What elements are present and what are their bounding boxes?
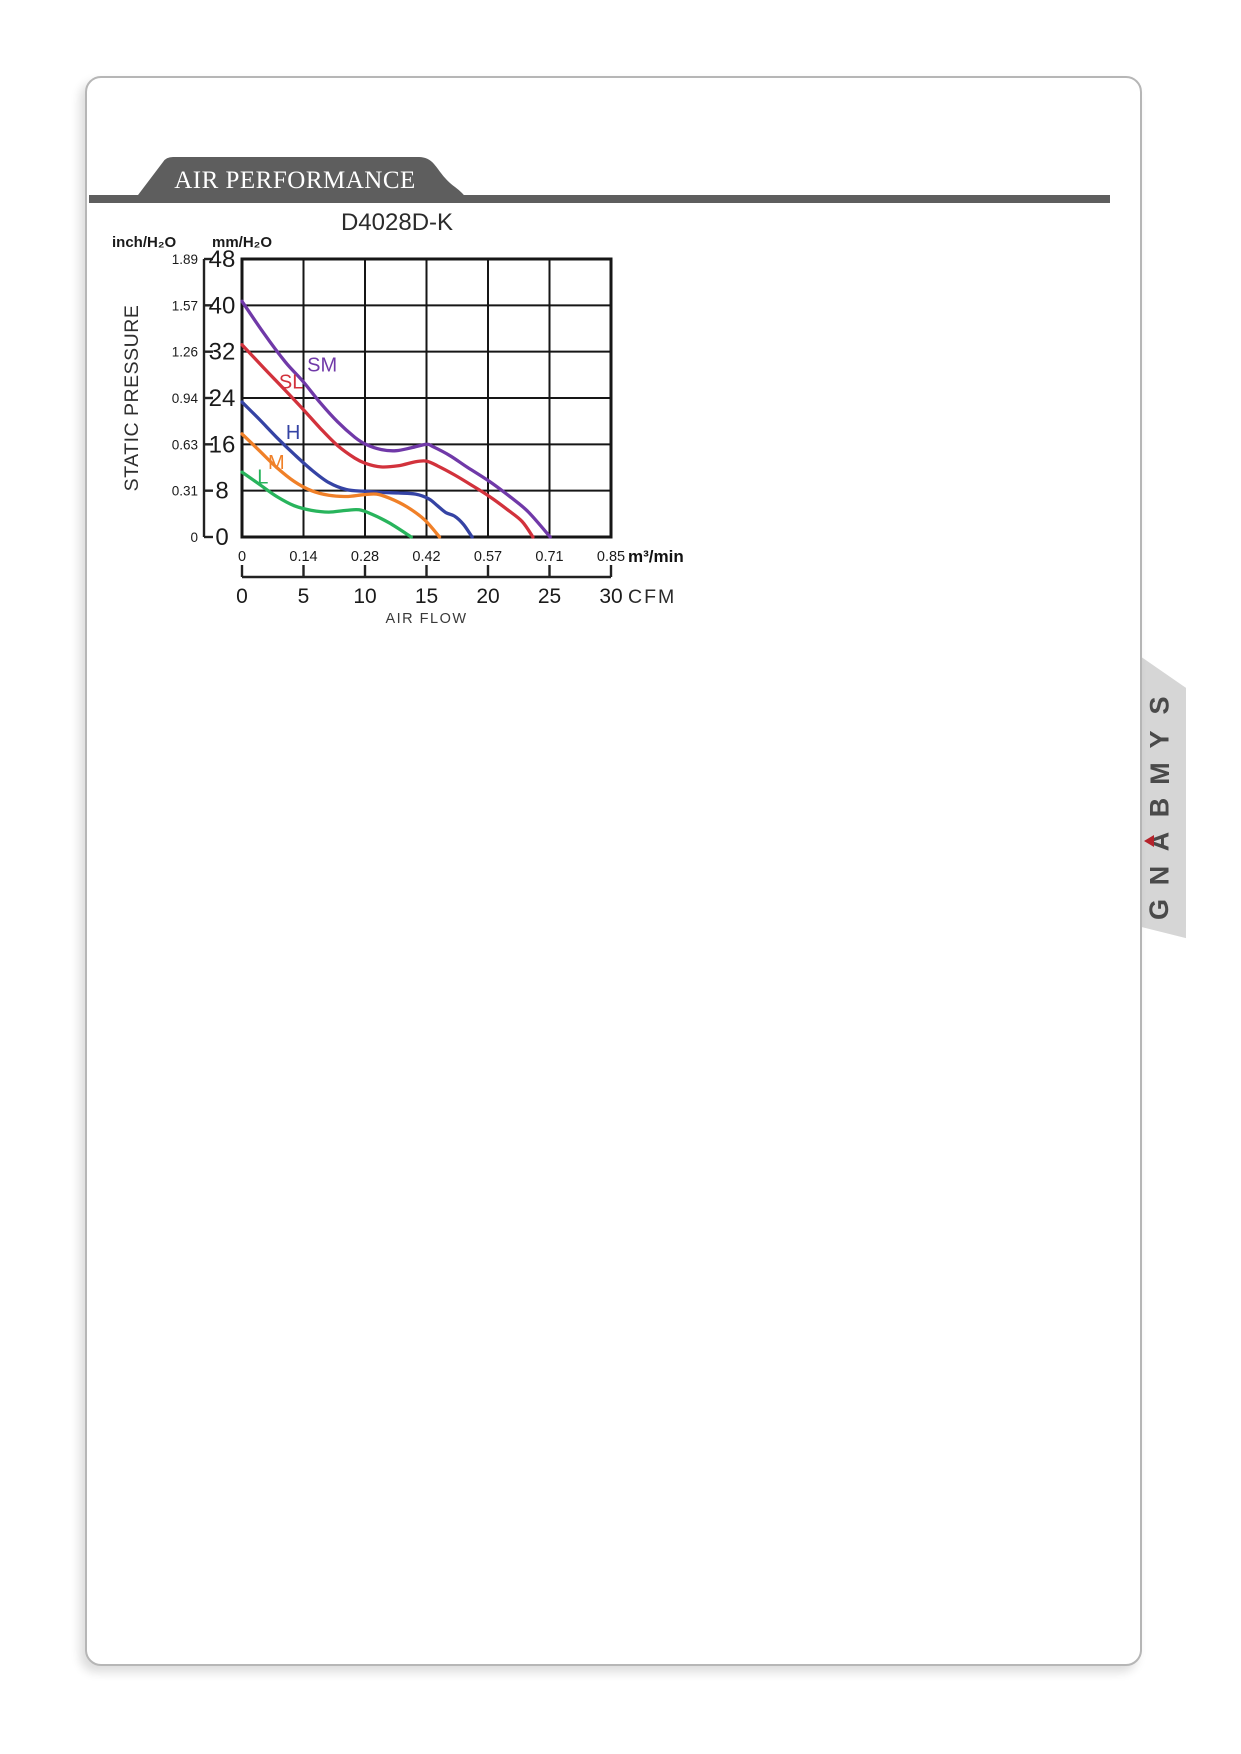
logo-accent-triangle-icon	[1144, 835, 1154, 847]
section-header-title: AIR PERFORMANCE	[174, 167, 416, 194]
x-tick-cfm: 10	[353, 585, 376, 608]
curve-label-SL: SL	[279, 372, 303, 394]
air-performance-chart: 1.89 1.57 1.26 0.94 0.63 0.31 0 48 40 32 24 16 8 0 inc…	[112, 209, 684, 627]
y-tick-inch: 1.89	[172, 252, 198, 267]
x-tick-cfm: 5	[298, 585, 310, 608]
y-tick-inch: 0.94	[172, 391, 199, 406]
x-tick-cfm: 25	[538, 585, 561, 608]
logo-letter-A: A	[1137, 824, 1186, 858]
x-axis-ruler	[240, 565, 613, 579]
y-tick-mm: 24	[209, 385, 236, 412]
logo-letter-glyph: S	[1144, 695, 1175, 715]
curve-SL	[240, 343, 535, 539]
header-tab-shape	[135, 157, 467, 199]
x-axis-title: AIR FLOW	[385, 611, 467, 627]
y-tick-mm: 16	[209, 431, 236, 458]
logo-letter-glyph: N	[1144, 865, 1175, 885]
y-axis-ruler	[202, 257, 213, 539]
logo-letter-glyph: B	[1144, 797, 1175, 817]
x-tick-cfm: 20	[476, 585, 499, 608]
curve-H	[240, 400, 474, 539]
y-tick-inch: 0.31	[172, 484, 198, 499]
x-tick-cfm: 15	[415, 585, 438, 608]
x-tick-m3min: 0	[238, 549, 246, 565]
y-tick-mm: 48	[209, 246, 236, 273]
x-axis-unit-cfm: CFM	[628, 586, 676, 608]
y-tick-mm: 8	[215, 478, 228, 505]
x-tick-m3min: 0.85	[597, 549, 625, 565]
curve-M	[240, 432, 442, 539]
curve-L	[240, 470, 413, 539]
curve-label-H: H	[286, 422, 300, 444]
logo-letter-glyph: M	[1144, 761, 1175, 785]
y-tick-inch: 1.26	[172, 345, 198, 360]
y-tick-inch: 1.57	[172, 298, 198, 313]
chart-grid	[242, 259, 611, 537]
y-tick-mm: 40	[209, 292, 236, 319]
section-header-tab: AIR PERFORMANCE	[135, 157, 467, 199]
header-rule-bar	[89, 195, 1110, 203]
logo-letter-glyph: Y	[1144, 729, 1175, 749]
y-tick-inch: 0.63	[172, 437, 198, 452]
x-tick-m3min: 0.42	[412, 549, 440, 565]
x-axis-tick-labels: 0 0.14 0.28 0.42 0.57 0.71 0.85 0 5 10 15 20 25 30	[236, 549, 625, 608]
curve-label-SM: SM	[307, 354, 337, 376]
y-axis-title: STATIC PRESSURE	[121, 305, 143, 492]
chart-frame	[240, 257, 613, 539]
curve-SM	[240, 299, 552, 539]
x-tick-m3min: 0.57	[474, 549, 502, 565]
y-tick-mm: 0	[215, 524, 228, 551]
x-tick-m3min: 0.71	[535, 549, 563, 565]
y-tick-mm: 32	[209, 339, 236, 366]
y-axis-unit-mm: mm/H₂O	[212, 234, 272, 251]
x-tick-m3min: 0.14	[289, 549, 317, 565]
chart-title: D4028D-K	[341, 209, 453, 236]
x-tick-cfm: 0	[236, 585, 248, 608]
y-axis-unit-inch: inch/H₂O	[112, 234, 177, 251]
curve-label-L: L	[257, 467, 268, 489]
logo-letter-glyph: G	[1144, 898, 1175, 920]
x-tick-m3min: 0.28	[351, 549, 379, 565]
x-tick-cfm: 30	[599, 585, 622, 608]
y-axis-tick-labels: 1.89 1.57 1.26 0.94 0.63 0.31 0 48 40 32 24 16 8 0	[172, 246, 236, 551]
y-tick-inch: 0	[190, 530, 198, 545]
datasheet-page: AIR PERFORMANCE 1.89 1.57 1.26 0.94 0.63 0.31…	[85, 76, 1142, 1666]
curve-label-M: M	[268, 452, 285, 474]
x-axis-unit-m3min: m³/min	[628, 547, 684, 566]
